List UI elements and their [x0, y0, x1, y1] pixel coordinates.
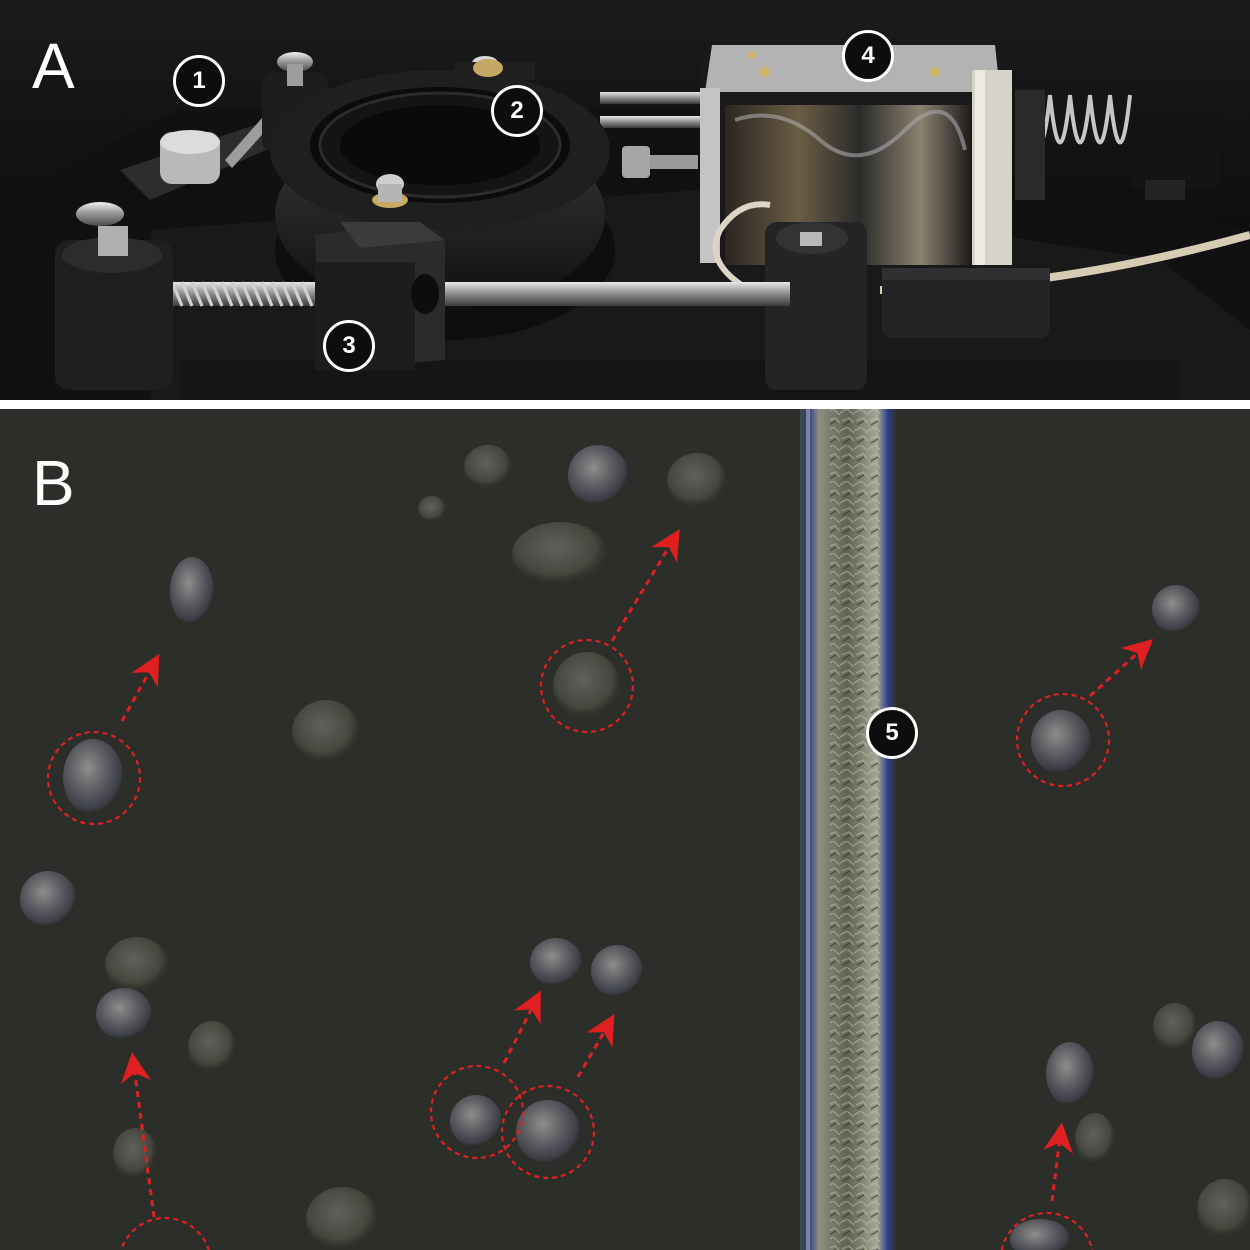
panel-separator	[0, 400, 1250, 409]
micrograph-image	[0, 409, 1250, 1250]
callout-badge-5: 5	[866, 707, 918, 759]
device-photo	[0, 0, 1250, 400]
panel-b-letter: B	[32, 447, 75, 519]
panel-a-letter: A	[32, 30, 75, 102]
motion-arrows	[120, 529, 1154, 1218]
tracking-annotations	[46, 638, 1111, 1250]
panel-b-micrograph: B 5	[0, 409, 1250, 1250]
panel-a-photo: A 1 2 3 4	[0, 0, 1250, 400]
callout-badge-3: 3	[323, 320, 375, 372]
callout-badge-4: 4	[842, 30, 894, 82]
callout-badge-1: 1	[173, 55, 225, 107]
callout-badge-2: 2	[491, 85, 543, 137]
